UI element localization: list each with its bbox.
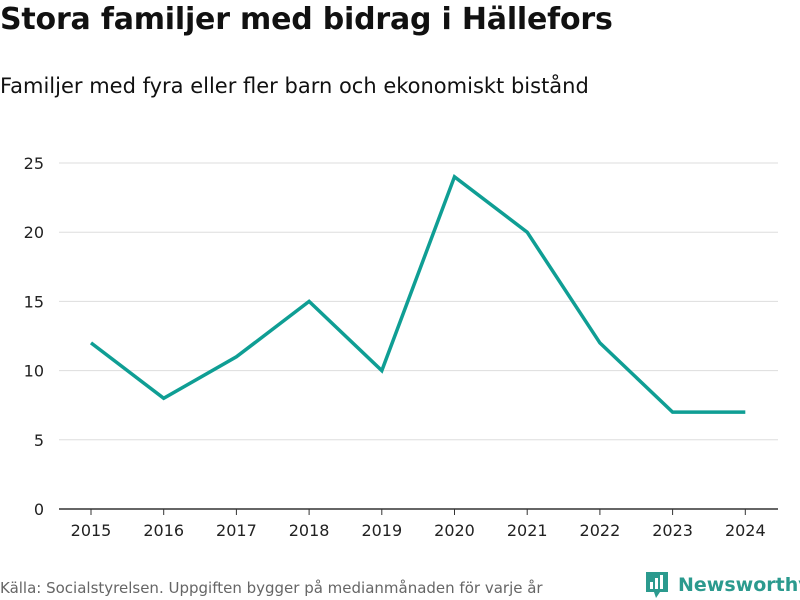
series-line bbox=[89, 173, 746, 414]
x-tick-label: 2018 bbox=[289, 521, 330, 540]
y-tick-label: 25 bbox=[24, 154, 44, 173]
x-tick-label: 2020 bbox=[434, 521, 475, 540]
y-tick-label: 0 bbox=[34, 500, 44, 519]
x-axis-ticks: 2015 2016 2017 2018 2019 2020 2021 2022 2023 2024 bbox=[71, 509, 766, 540]
newsworthy-logo-icon bbox=[646, 572, 668, 598]
x-tick-label: 2019 bbox=[361, 521, 402, 540]
x-tick-label: 2017 bbox=[216, 521, 257, 540]
x-tick-label: 2021 bbox=[507, 521, 548, 540]
x-tick-label: 2023 bbox=[652, 521, 693, 540]
y-axis-ticks: 0 5 10 15 20 25 bbox=[24, 154, 44, 519]
y-tick-label: 15 bbox=[24, 292, 44, 311]
chart-title: Stora familjer med bidrag i Hällefors bbox=[0, 2, 613, 37]
series bbox=[89, 173, 746, 414]
y-tick-label: 5 bbox=[34, 431, 44, 450]
brand-name[interactable]: Newsworthy bbox=[678, 574, 800, 596]
x-tick-label: 2024 bbox=[725, 521, 766, 540]
x-tick-label: 2022 bbox=[580, 521, 621, 540]
chart-subtitle: Familjer med fyra eller fler barn och ek… bbox=[0, 74, 589, 98]
y-tick-label: 20 bbox=[24, 223, 44, 242]
x-tick-label: 2016 bbox=[143, 521, 184, 540]
source-note: Källa: Socialstyrelsen. Uppgiften bygger… bbox=[0, 579, 543, 597]
brand[interactable]: Newsworthy bbox=[644, 570, 800, 600]
gridlines bbox=[59, 162, 778, 441]
y-tick-label: 10 bbox=[24, 362, 44, 381]
x-tick-label: 2015 bbox=[71, 521, 112, 540]
